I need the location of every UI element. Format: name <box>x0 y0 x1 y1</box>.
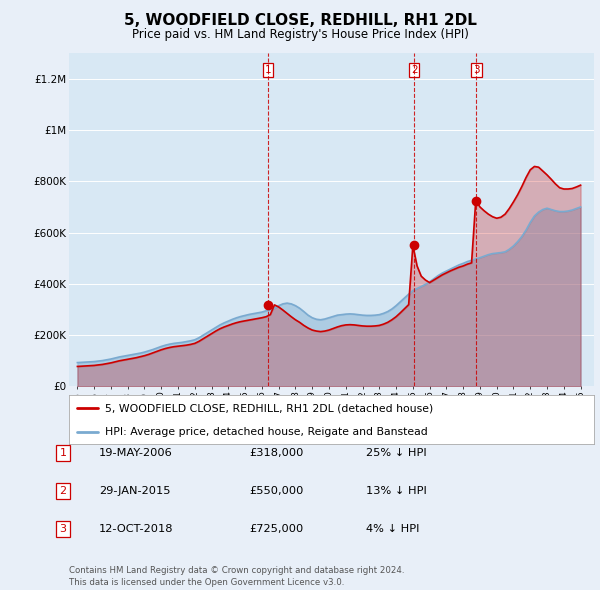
Text: 4% ↓ HPI: 4% ↓ HPI <box>366 524 419 533</box>
Text: 12-OCT-2018: 12-OCT-2018 <box>99 524 173 533</box>
Text: Price paid vs. HM Land Registry's House Price Index (HPI): Price paid vs. HM Land Registry's House … <box>131 28 469 41</box>
Text: 2: 2 <box>59 486 67 496</box>
Text: 13% ↓ HPI: 13% ↓ HPI <box>366 486 427 496</box>
Text: 29-JAN-2015: 29-JAN-2015 <box>99 486 170 496</box>
Text: 25% ↓ HPI: 25% ↓ HPI <box>366 448 427 458</box>
Text: 3: 3 <box>59 524 67 533</box>
Text: 5, WOODFIELD CLOSE, REDHILL, RH1 2DL: 5, WOODFIELD CLOSE, REDHILL, RH1 2DL <box>124 13 476 28</box>
Text: 5, WOODFIELD CLOSE, REDHILL, RH1 2DL (detached house): 5, WOODFIELD CLOSE, REDHILL, RH1 2DL (de… <box>105 404 433 414</box>
Text: £318,000: £318,000 <box>249 448 304 458</box>
Text: HPI: Average price, detached house, Reigate and Banstead: HPI: Average price, detached house, Reig… <box>105 427 427 437</box>
Text: Contains HM Land Registry data © Crown copyright and database right 2024.
This d: Contains HM Land Registry data © Crown c… <box>69 566 404 587</box>
Text: 19-MAY-2006: 19-MAY-2006 <box>99 448 173 458</box>
Text: 2: 2 <box>411 65 418 75</box>
Text: £550,000: £550,000 <box>249 486 304 496</box>
Text: 3: 3 <box>473 65 480 75</box>
Text: 1: 1 <box>265 65 272 75</box>
Text: £725,000: £725,000 <box>249 524 303 533</box>
Text: 1: 1 <box>59 448 67 458</box>
